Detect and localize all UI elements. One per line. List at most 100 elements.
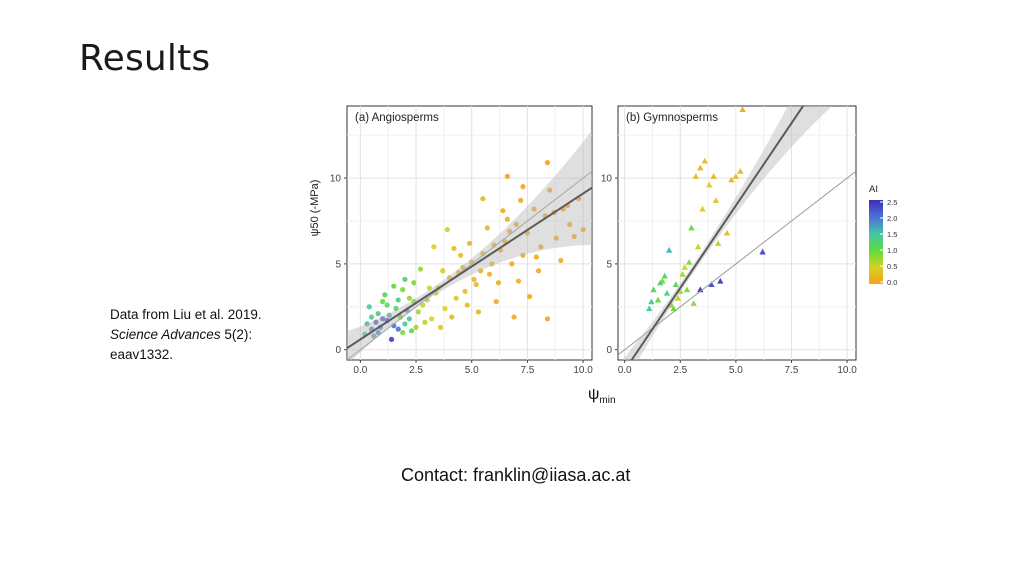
data-point — [471, 276, 477, 282]
data-point — [697, 286, 704, 293]
data-point — [531, 206, 537, 212]
confidence-band — [347, 130, 592, 360]
data-point — [732, 173, 740, 179]
data-point — [504, 173, 510, 179]
data-point — [417, 266, 424, 272]
data-point — [446, 275, 453, 281]
data-point — [697, 164, 704, 171]
data-point — [571, 233, 577, 240]
data-point — [544, 316, 551, 322]
data-point — [645, 305, 653, 312]
panel-title: (a) Angiosperms — [355, 112, 439, 124]
data-point — [699, 205, 706, 212]
data-point — [705, 181, 713, 188]
data-point — [701, 157, 708, 164]
data-point — [473, 281, 479, 288]
data-point — [520, 184, 526, 190]
y-tick-label: 0 — [335, 345, 341, 356]
x-tick-label: 0.0 — [353, 365, 367, 376]
data-point — [375, 329, 381, 336]
colorbar-tick-label: 1.5 — [887, 230, 897, 239]
data-point — [681, 264, 688, 270]
data-point — [710, 173, 717, 179]
data-point — [535, 268, 542, 274]
data-point — [478, 268, 484, 274]
data-point — [422, 319, 428, 325]
data-point — [395, 297, 401, 303]
data-point — [408, 328, 415, 334]
y-tick-label: 5 — [606, 259, 612, 270]
data-point — [547, 187, 553, 193]
data-point — [413, 324, 419, 330]
data-point — [567, 221, 573, 228]
data-point — [426, 285, 433, 291]
data-point — [739, 106, 746, 112]
data-point — [415, 309, 421, 315]
data-point — [457, 252, 464, 258]
figure-panels: 0.0 2.5 5.0 7.5 10.0 0 5 10 (a) Angiosperms ψ50 (… — [300, 96, 920, 391]
y-tick-label: 10 — [601, 174, 613, 185]
data-point — [538, 244, 544, 250]
data-point — [714, 240, 722, 246]
data-point — [688, 224, 695, 231]
x-axis-label: ψmin — [588, 386, 616, 406]
data-point — [712, 197, 720, 203]
data-point — [442, 305, 448, 312]
data-point — [382, 292, 388, 298]
data-point — [400, 329, 406, 336]
one-to-one-line — [347, 170, 592, 360]
citation-volume: 5(2): — [220, 327, 253, 342]
y-tick-label: 0 — [606, 345, 612, 356]
x-tick-label: 7.5 — [785, 365, 799, 376]
data-point — [480, 196, 486, 202]
data-point — [451, 245, 457, 252]
data-point — [464, 302, 470, 308]
data-point — [460, 264, 466, 270]
plot-marks — [347, 130, 592, 360]
data-point — [650, 286, 657, 293]
data-point — [685, 258, 693, 265]
data-point — [484, 225, 490, 231]
data-point — [395, 326, 401, 332]
citation-line-2: Science Advances 5(2): — [110, 325, 310, 345]
colorbar-gradient — [869, 200, 883, 284]
colorbar-legend: AI 2.5 2.0 1.5 1.0 0.5 0.0 — [869, 184, 897, 287]
colorbar-tick-label: 0.0 — [887, 278, 897, 287]
x-tick-label: 0.0 — [618, 365, 632, 376]
citation-line-3: eaav1332. — [110, 347, 174, 362]
data-point — [440, 268, 446, 274]
x-tick-label: 10.0 — [837, 365, 857, 376]
data-point — [677, 288, 684, 294]
plot-marks — [618, 106, 856, 360]
data-point — [466, 240, 473, 246]
data-point — [444, 226, 450, 233]
data-point — [558, 257, 564, 264]
data-point — [411, 280, 417, 286]
fit-line — [630, 106, 805, 360]
y-axis-label: ψ50 (-MPa) — [309, 180, 321, 237]
data-point — [437, 324, 444, 330]
data-point — [495, 280, 502, 286]
data-point — [449, 314, 455, 320]
colorbar-tick-label: 1.0 — [887, 246, 897, 255]
data-point — [420, 302, 426, 308]
data-point — [654, 296, 662, 303]
data-point — [708, 281, 715, 288]
data-point — [489, 261, 495, 267]
data-point — [486, 271, 493, 277]
data-point — [544, 160, 551, 166]
citation-line-1: Data from Liu et al. 2019. — [110, 307, 262, 322]
data-point — [506, 228, 513, 234]
data-point — [690, 300, 697, 306]
data-point — [657, 279, 664, 286]
data-point — [663, 289, 671, 296]
data-point — [368, 314, 375, 320]
panel-gymnosperms: 0.0 2.5 5.0 7.5 10.0 0 5 10 (b) Gymnosperms — [601, 105, 857, 376]
data-point — [402, 276, 408, 282]
data-point — [373, 319, 379, 325]
data-point — [518, 197, 524, 203]
x-tick-label: 7.5 — [520, 365, 534, 376]
contact-email: Contact: franklin@iiasa.ac.at — [401, 465, 631, 485]
data-point — [402, 321, 408, 327]
citation: Data from Liu et al. 2019. Science Advan… — [110, 305, 310, 365]
